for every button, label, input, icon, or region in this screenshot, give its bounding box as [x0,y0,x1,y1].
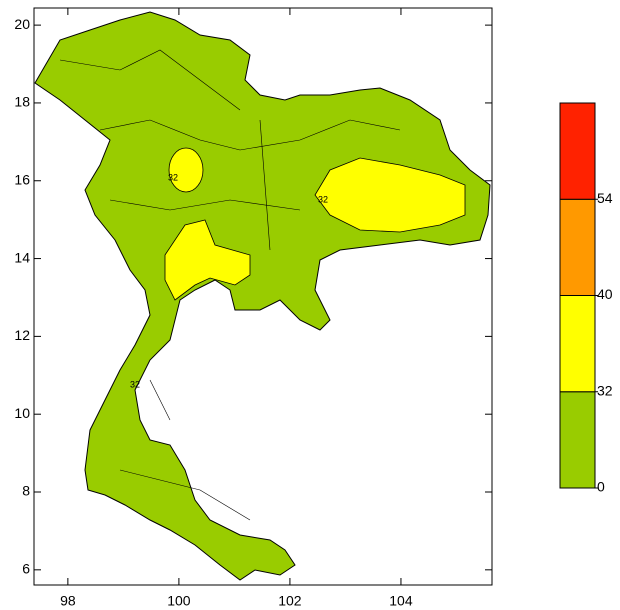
y-tick-label: 14 [14,249,30,265]
y-tick-label: 18 [14,94,30,110]
contour-label: 32 [130,379,140,389]
y-tick-label: 12 [14,327,30,343]
colorbar-block [559,391,596,489]
colorbar-block [559,295,596,393]
colorbar-label: 54 [597,190,613,206]
y-tick-label: 8 [22,483,30,499]
y-tick-label: 6 [22,561,30,577]
y-tick-label: 20 [14,16,30,32]
province-line [59,49,401,521]
contour-label: 32 [168,172,178,182]
colorbar-label: 40 [597,286,613,302]
colorbar-label: 32 [597,382,613,398]
colorbar-block [559,198,596,296]
contour-zones [164,147,466,301]
zone [168,147,204,193]
land [34,11,491,581]
x-tick-label: 104 [389,593,413,609]
contour-label: 32 [318,194,328,204]
y-tick-label: 10 [14,405,30,421]
colorbar-label: 0 [597,479,605,495]
province-lines [59,49,401,521]
x-tick-label: 98 [60,593,76,609]
x-tick-label: 102 [278,593,302,609]
y-tick-label: 16 [14,171,30,187]
zone [314,157,466,233]
colorbar: 0 32 40 54 [559,102,613,495]
plot-frame [33,7,493,586]
x-tick-label: 100 [167,593,191,609]
colorbar-block [559,102,596,200]
zone [164,219,251,301]
